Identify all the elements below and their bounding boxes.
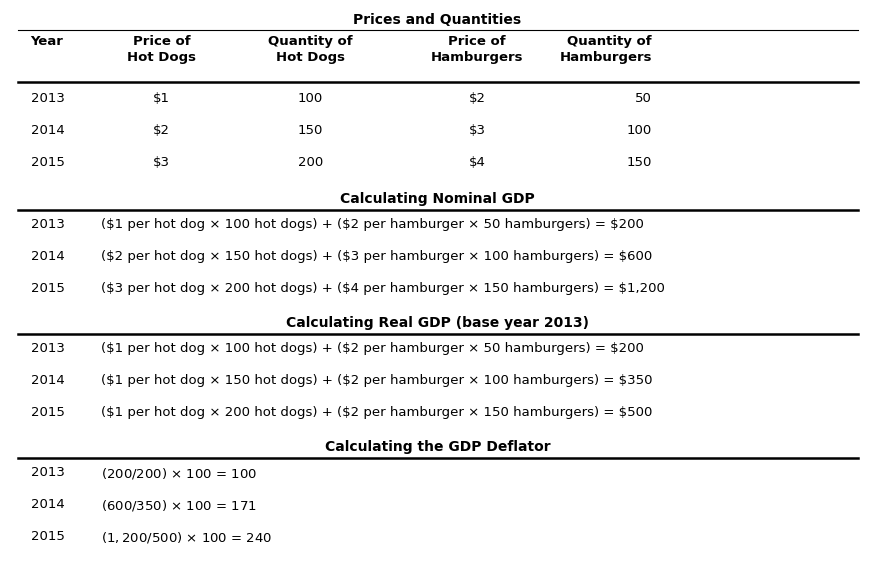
Text: Quantity of
Hot Dogs: Quantity of Hot Dogs <box>269 35 353 64</box>
Text: $3: $3 <box>153 156 171 169</box>
Text: Price of
Hamburgers: Price of Hamburgers <box>430 35 523 64</box>
Text: ($1 per hot dog × 100 hot dogs) + ($2 per hamburger × 50 hamburgers) = $200: ($1 per hot dog × 100 hot dogs) + ($2 pe… <box>101 218 643 231</box>
Text: ($200 / $200) × 100 = 100: ($200 / $200) × 100 = 100 <box>101 466 256 481</box>
Text: ($600 / $350) × 100 = 171: ($600 / $350) × 100 = 171 <box>101 498 256 513</box>
Text: $2: $2 <box>468 92 486 105</box>
Text: 2013: 2013 <box>31 466 65 479</box>
Text: ($2 per hot dog × 150 hot dogs) + ($3 per hamburger × 100 hamburgers) = $600: ($2 per hot dog × 150 hot dogs) + ($3 pe… <box>101 250 652 263</box>
Text: 150: 150 <box>298 124 324 137</box>
Text: Calculating Real GDP (base year 2013): Calculating Real GDP (base year 2013) <box>286 316 589 330</box>
Text: $3: $3 <box>468 124 486 137</box>
Text: Price of
Hot Dogs: Price of Hot Dogs <box>128 35 196 64</box>
Text: ($1 per hot dog × 150 hot dogs) + ($2 per hamburger × 100 hamburgers) = $350: ($1 per hot dog × 150 hot dogs) + ($2 pe… <box>101 374 652 387</box>
Text: Calculating the GDP Deflator: Calculating the GDP Deflator <box>325 440 550 454</box>
Text: 2015: 2015 <box>31 406 65 419</box>
Text: ($3 per hot dog × 200 hot dogs) + ($4 per hamburger × 150 hamburgers) = $1,200: ($3 per hot dog × 200 hot dogs) + ($4 pe… <box>101 282 664 295</box>
Text: 2013: 2013 <box>31 92 65 105</box>
Text: 2013: 2013 <box>31 342 65 355</box>
Text: $1: $1 <box>153 92 171 105</box>
Text: $4: $4 <box>468 156 486 169</box>
Text: Prices and Quantities: Prices and Quantities <box>354 13 522 27</box>
Text: 2015: 2015 <box>31 156 65 169</box>
Text: Quantity of
Hamburgers: Quantity of Hamburgers <box>559 35 652 64</box>
Text: ($1 per hot dog × 200 hot dogs) + ($2 per hamburger × 150 hamburgers) = $500: ($1 per hot dog × 200 hot dogs) + ($2 pe… <box>101 406 652 419</box>
Text: 2014: 2014 <box>31 124 65 137</box>
Text: 2015: 2015 <box>31 282 65 295</box>
Text: 2013: 2013 <box>31 218 65 231</box>
Text: 2014: 2014 <box>31 250 65 263</box>
Text: 2014: 2014 <box>31 374 65 387</box>
Text: $2: $2 <box>153 124 171 137</box>
Text: 100: 100 <box>298 92 323 105</box>
Text: ($1 per hot dog × 100 hot dogs) + ($2 per hamburger × 50 hamburgers) = $200: ($1 per hot dog × 100 hot dogs) + ($2 pe… <box>101 342 643 355</box>
Text: 2014: 2014 <box>31 498 65 511</box>
Text: ($1,200 / $500) × 100 = 240: ($1,200 / $500) × 100 = 240 <box>101 530 272 545</box>
Text: 150: 150 <box>626 156 652 169</box>
Text: Year: Year <box>31 35 64 48</box>
Text: Calculating Nominal GDP: Calculating Nominal GDP <box>340 192 535 206</box>
Text: 50: 50 <box>635 92 652 105</box>
Text: 2015: 2015 <box>31 530 65 543</box>
Text: 200: 200 <box>298 156 323 169</box>
Text: 100: 100 <box>626 124 652 137</box>
